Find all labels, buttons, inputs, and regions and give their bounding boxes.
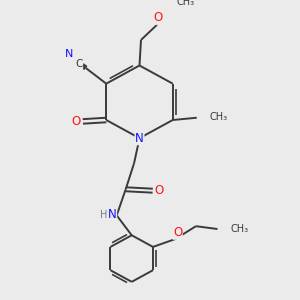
Text: CH₃: CH₃: [230, 224, 248, 234]
Text: C: C: [75, 59, 82, 69]
Text: N: N: [65, 50, 74, 59]
Text: CH₃: CH₃: [177, 0, 195, 8]
Text: O: O: [154, 184, 163, 197]
Text: O: O: [153, 11, 162, 24]
Text: H: H: [100, 210, 108, 220]
Text: N: N: [108, 208, 117, 221]
Text: CH₃: CH₃: [209, 112, 227, 122]
Text: O: O: [173, 226, 182, 239]
Text: O: O: [72, 115, 81, 128]
Text: N: N: [135, 132, 144, 145]
